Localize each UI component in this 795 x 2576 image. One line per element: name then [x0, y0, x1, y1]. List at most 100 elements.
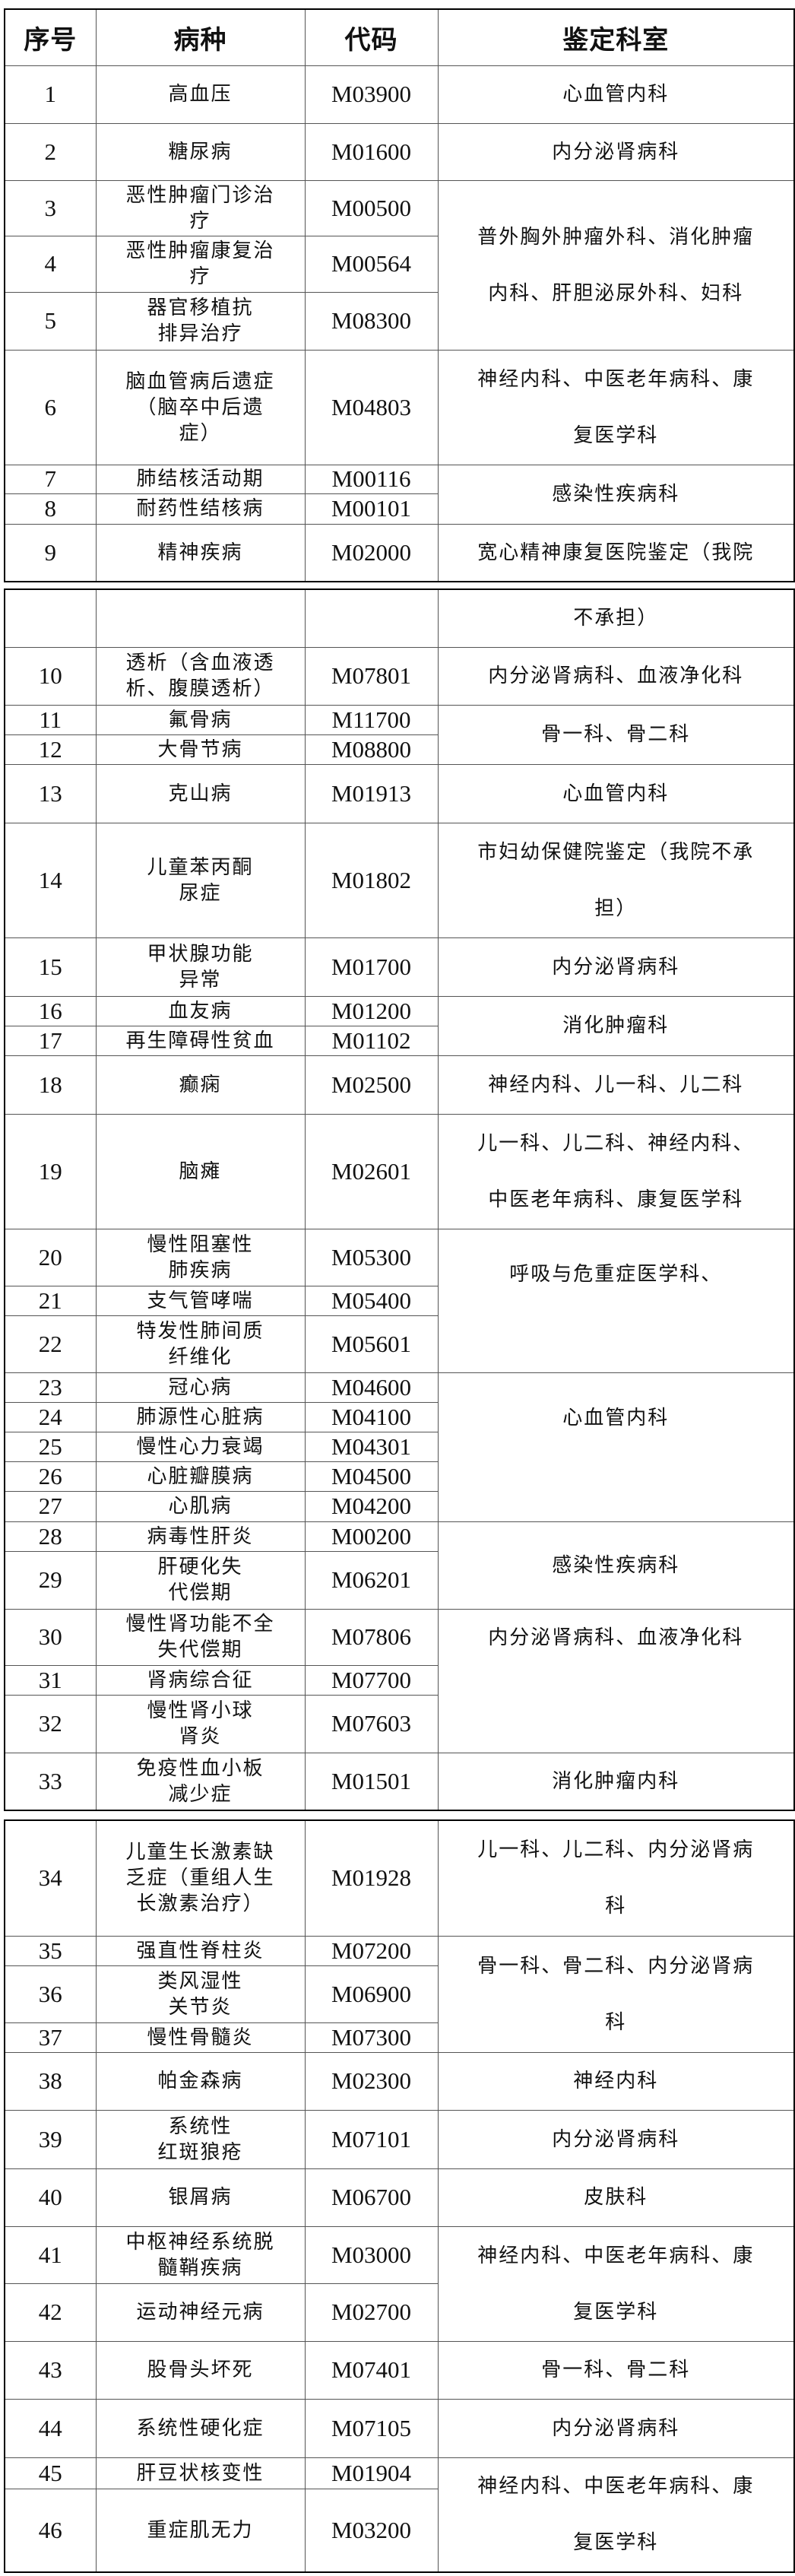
- assessment-department: 神经内科、中医老年病科、康 复医学科: [437, 2225, 795, 2342]
- row-number: 36: [4, 1965, 97, 2023]
- row-number: 11: [4, 704, 97, 735]
- disease-code: M01501: [304, 1752, 439, 1810]
- row-number: 1: [4, 65, 97, 124]
- assessment-department: 儿一科、儿二科、内分泌肾病 科: [437, 1819, 795, 1937]
- disease-name: 肺结核活动期: [95, 464, 306, 494]
- row-number: 10: [4, 646, 97, 706]
- header-row: 序号 病种 代码 鉴定科室: [4, 8, 795, 66]
- table-row: 13 克山病 M01913 心血管内科: [4, 763, 795, 823]
- disease-name: 大骨节病: [95, 734, 306, 765]
- table-row: 26 心脏瓣膜病 M04500: [4, 1461, 794, 1492]
- disease-code: M00116: [304, 464, 439, 494]
- assessment-department: 神经内科、中医老年病科、康 复医学科: [437, 2457, 795, 2573]
- row-number: 20: [4, 1228, 97, 1286]
- row-number: 44: [4, 2398, 97, 2458]
- row-number: 4: [4, 235, 97, 293]
- disease-code: M04500: [304, 1461, 439, 1492]
- disease-name: 器官移植抗 排异治疗: [95, 291, 306, 351]
- table-row: 22 特发性肺间质 纤维化 M05601: [4, 1315, 794, 1373]
- row-number: 17: [4, 1025, 97, 1056]
- disease-name: 帕金森病: [95, 2051, 306, 2111]
- disease-name: 支气管哮喘: [95, 1285, 306, 1316]
- disease-code: M00200: [304, 1521, 439, 1552]
- assessment-department: 感染性疾病科: [437, 464, 795, 525]
- row-number: [4, 588, 97, 648]
- disease-code: M04100: [304, 1401, 439, 1432]
- disease-name: 中枢神经系统脱 髓鞘疾病: [95, 2225, 306, 2284]
- disease-code: M01102: [304, 1025, 439, 1056]
- row-number: 24: [4, 1401, 97, 1432]
- table-row: 23 冠心病 M04600 心血管内科: [4, 1372, 795, 1522]
- table-row: 8 耐药性结核病 M00101: [4, 493, 794, 525]
- disease-name: 系统性 红斑狼疮: [95, 2109, 306, 2169]
- row-number: 13: [4, 763, 97, 823]
- disease-name: 高血压: [95, 65, 306, 124]
- table-row: 29 肝硬化失 代偿期 M06201: [4, 1550, 794, 1610]
- table-row: 2 糖尿病 M01600 内分泌肾病科: [4, 122, 795, 181]
- disease-code: M01700: [304, 937, 439, 997]
- table-row: 31 肾病综合征 M07700: [4, 1664, 794, 1696]
- table-row: 6 脑血管病后遗症 （脑卒中后遗 症） M04803 神经内科、中医老年病科、康 复医…: [4, 349, 795, 465]
- disease-name: 肺源性心脏病: [95, 1401, 306, 1432]
- table-row: 3 恶性肿瘤门诊治 疗 M00500 普外胸外肿瘤外科、消化肿瘤 内科、肝胆泌尿外科、…: [4, 179, 795, 351]
- disease-name: 病毒性肝炎: [95, 1521, 306, 1552]
- disease-name: 耐药性结核病: [95, 493, 306, 525]
- table-row: 38 帕金森病 M02300 神经内科: [4, 2051, 795, 2111]
- disease-name: 氟骨病: [95, 704, 306, 735]
- disease-name: 慢性阻塞性 肺疾病: [95, 1228, 306, 1286]
- row-number: 43: [4, 2340, 97, 2400]
- assessment-department: 市妇幼保健院鉴定（我院不承 担）: [437, 822, 795, 938]
- row-number: 16: [4, 995, 97, 1026]
- assessment-department: 内分泌肾病科: [437, 122, 795, 181]
- table-row: 18 癫痫 M02500 神经内科、儿一科、儿二科: [4, 1055, 795, 1115]
- disease-name: 类风湿性 关节炎: [95, 1965, 306, 2023]
- table-row: 40 银屑病 M06700 皮肤科: [4, 2168, 795, 2227]
- disease-code: M02000: [304, 523, 439, 582]
- disease-name: [95, 588, 306, 648]
- assessment-department: 心血管内科: [437, 763, 795, 823]
- row-number: 19: [4, 1113, 97, 1229]
- row-number: 27: [4, 1490, 97, 1522]
- row-number: 40: [4, 2168, 97, 2227]
- disease-name: 甲状腺功能 异常: [95, 937, 306, 997]
- row-number: 28: [4, 1521, 97, 1552]
- disease-code: M06700: [304, 2168, 439, 2227]
- assessment-department: 儿一科、儿二科、神经内科、 中医老年病科、康复医学科: [437, 1113, 795, 1229]
- disease-name: 心肌病: [95, 1490, 306, 1522]
- disease-code: M07806: [304, 1608, 439, 1666]
- disease-code: M01928: [304, 1819, 439, 1937]
- disease-table: 34 儿童生长激素缺 乏症（重组人生 长激素治疗） M01928 儿一科、儿二科、内分…: [4, 1819, 795, 2573]
- row-number: 12: [4, 734, 97, 765]
- row-number: 15: [4, 937, 97, 997]
- disease-name: 肾病综合征: [95, 1664, 306, 1696]
- assessment-department: 内分泌肾病科、血液净化科: [437, 646, 795, 706]
- disease-name: 恶性肿瘤康复治 疗: [95, 235, 306, 293]
- disease-name: 糖尿病: [95, 122, 306, 181]
- row-number: 22: [4, 1315, 97, 1373]
- table-row: 37 慢性骨髓炎 M07300: [4, 2022, 794, 2053]
- table-row: 7 肺结核活动期 M00116 感染性疾病科: [4, 464, 795, 525]
- disease-code: M04803: [304, 349, 439, 465]
- disease-code: M05400: [304, 1285, 439, 1316]
- disease-name: 系统性硬化症: [95, 2398, 306, 2458]
- disease-name: 癫痫: [95, 1055, 306, 1115]
- row-number: 23: [4, 1372, 97, 1403]
- disease-name: 冠心病: [95, 1372, 306, 1403]
- disease-code: M07801: [304, 646, 439, 706]
- row-number: 18: [4, 1055, 97, 1115]
- disease-code: M02500: [304, 1055, 439, 1115]
- disease-code: M01802: [304, 822, 439, 938]
- row-number: 39: [4, 2109, 97, 2169]
- disease-name: 肝豆状核变性: [95, 2457, 306, 2489]
- row-number: 30: [4, 1608, 97, 1666]
- row-number: 32: [4, 1694, 97, 1753]
- assessment-department: 内分泌肾病科: [437, 2109, 795, 2169]
- table-row: 14 儿童苯丙酮 尿症 M01802 市妇幼保健院鉴定（我院不承 担）: [4, 822, 795, 938]
- row-number: 35: [4, 1935, 97, 1966]
- table-row: 17 再生障碍性贫血 M01102: [4, 1025, 794, 1056]
- row-number: 2: [4, 122, 97, 181]
- disease-name: 股骨头坏死: [95, 2340, 306, 2400]
- table-row: 39 系统性 红斑狼疮 M07101 内分泌肾病科: [4, 2109, 795, 2169]
- disease-name: 儿童生长激素缺 乏症（重组人生 长激素治疗）: [95, 1819, 306, 1937]
- assessment-department: 神经内科、中医老年病科、康 复医学科: [437, 349, 795, 465]
